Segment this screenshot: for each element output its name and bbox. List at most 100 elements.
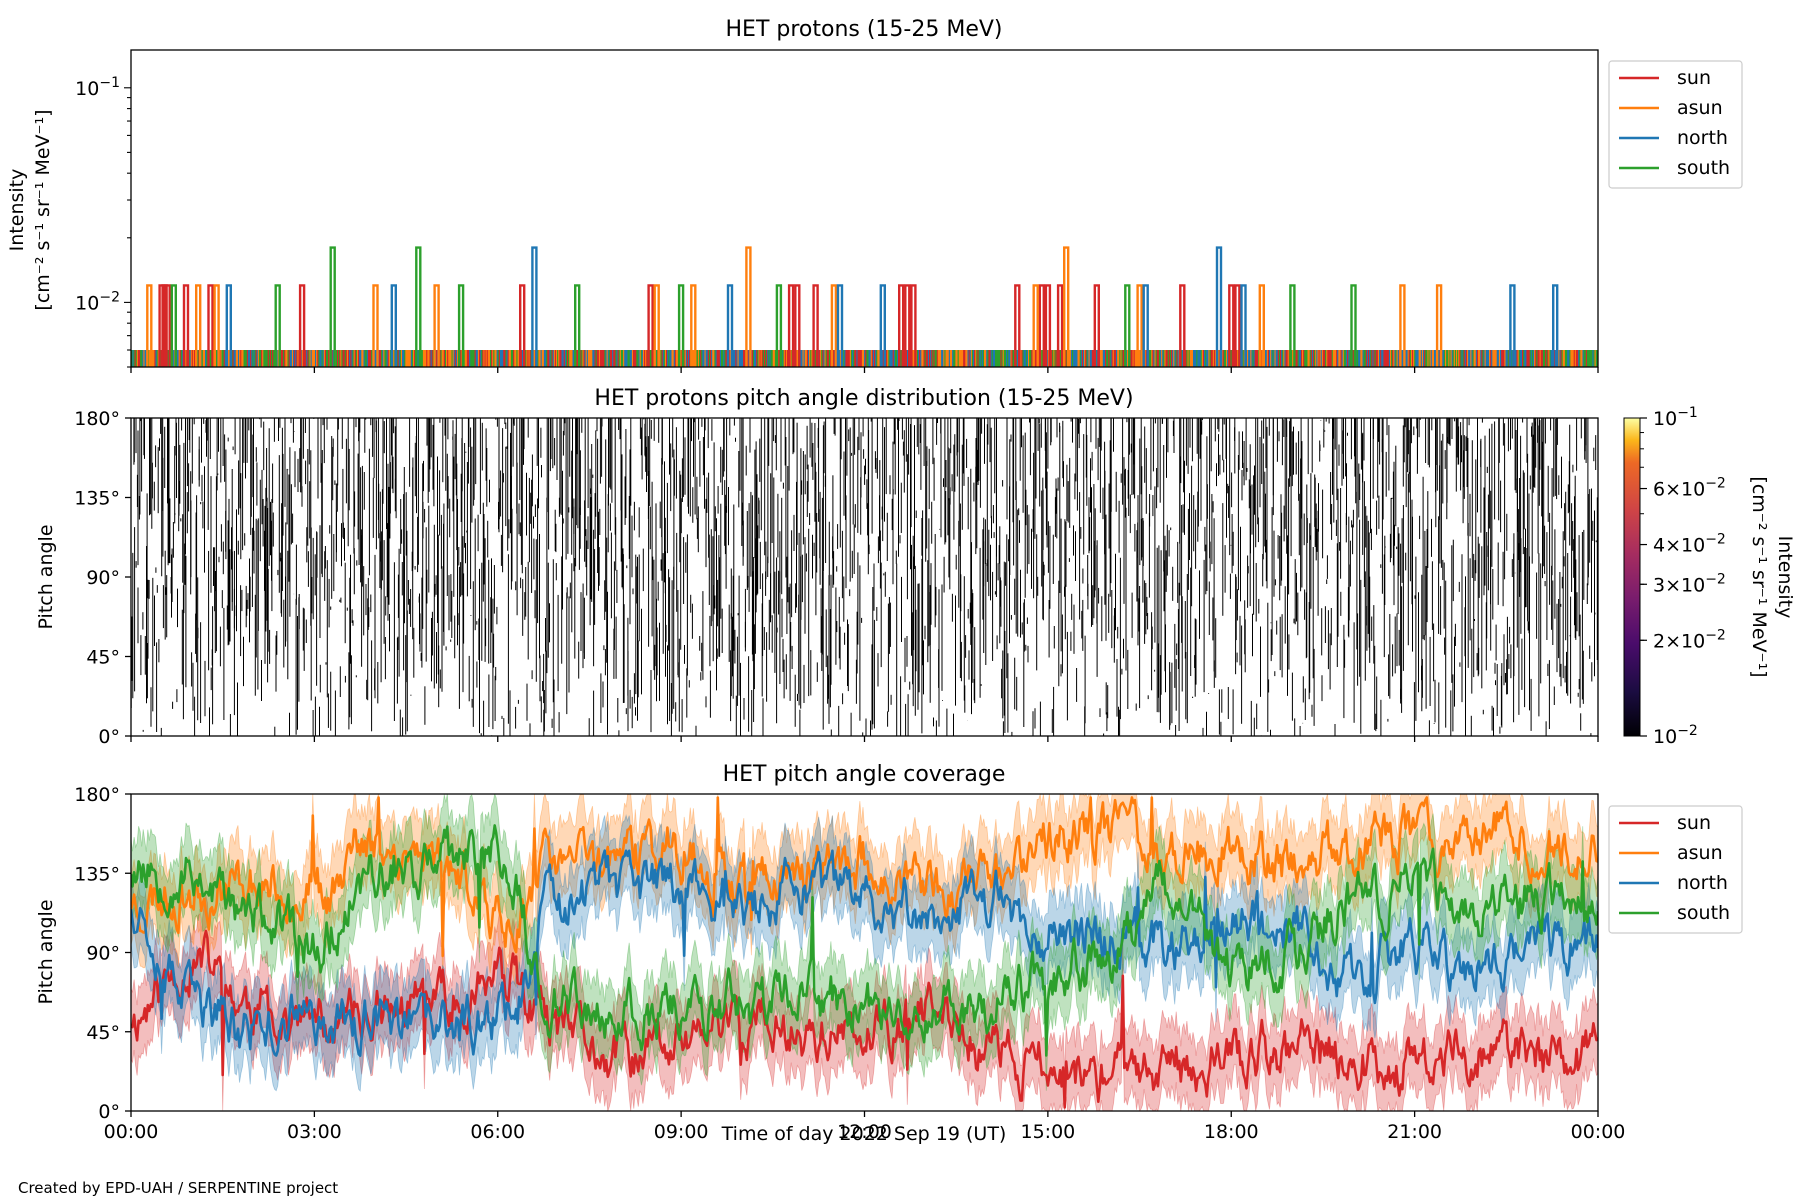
panel1-plot-area bbox=[131, 246, 1598, 367]
spike-sun bbox=[794, 284, 801, 367]
band-sun bbox=[131, 895, 1598, 1111]
legend-label-south: south bbox=[1677, 902, 1730, 924]
colorbar-tick-label: 4×10−2 bbox=[1653, 532, 1726, 557]
spike-asun bbox=[690, 284, 697, 367]
spike-south bbox=[677, 284, 685, 367]
colorbar-label-line2: [cm⁻² s⁻¹ sr⁻¹ MeV⁻¹] bbox=[1748, 476, 1770, 677]
spike-south bbox=[329, 246, 336, 367]
spike-south bbox=[775, 284, 783, 367]
y-tick-label: 135° bbox=[74, 488, 120, 510]
spike-sun bbox=[910, 284, 917, 367]
legend-label-asun: asun bbox=[1677, 97, 1723, 119]
spike-asun bbox=[213, 284, 220, 367]
x-tick-label: 09:00 bbox=[654, 1121, 709, 1143]
legend-label-sun: sun bbox=[1677, 67, 1711, 89]
panel1-ylabel-line1: Intensity bbox=[6, 169, 28, 252]
spike-sun bbox=[787, 284, 795, 367]
spike-sun bbox=[519, 284, 526, 367]
panel3-legend-box bbox=[1608, 805, 1743, 934]
spike-south bbox=[574, 284, 581, 367]
y-tick-label: 10−2 bbox=[75, 289, 120, 314]
spike-asun bbox=[1399, 284, 1406, 367]
spike-asun bbox=[653, 284, 660, 367]
y-tick-label: 180° bbox=[74, 784, 120, 806]
band-south bbox=[131, 794, 1598, 1091]
panel3-title: HET pitch angle coverage bbox=[723, 762, 1006, 787]
spike-south bbox=[415, 246, 422, 367]
panel3-plot-area bbox=[131, 794, 1598, 1111]
spike-asun bbox=[830, 284, 838, 367]
spike-asun bbox=[1063, 246, 1070, 367]
spike-north bbox=[390, 284, 397, 367]
credit-text: Created by EPD-UAH / SERPENTINE project bbox=[18, 1179, 338, 1197]
y-tick-label: 45° bbox=[86, 1022, 120, 1044]
series-south bbox=[170, 246, 1357, 367]
spike-asun bbox=[146, 284, 153, 367]
panel1-title: HET protons (15-25 MeV) bbox=[726, 17, 1003, 42]
legend-label-south: south bbox=[1677, 157, 1730, 179]
spike-asun bbox=[372, 284, 379, 367]
legend-label-north: north bbox=[1677, 872, 1728, 894]
colorbar-ticks: 10−2 2×10−2 3×10−2 4×10−2 6×10−2 10−1 bbox=[1640, 405, 1726, 748]
panel2-x-ticks bbox=[130, 736, 1599, 742]
panel3-x-ticks: 00:00 03:00 06:00 09:00 12:00 15:00 18:00 21:00… bbox=[104, 1111, 1626, 1143]
spike-south bbox=[274, 284, 281, 367]
y-tick-label: 90° bbox=[86, 567, 120, 589]
spike-north bbox=[1240, 284, 1247, 367]
x-tick-label: 00:00 bbox=[1571, 1121, 1626, 1143]
legend-label-asun: asun bbox=[1677, 842, 1723, 864]
spike-asun bbox=[745, 246, 752, 367]
spike-south bbox=[1124, 284, 1131, 367]
x-tick-label: 15:00 bbox=[1020, 1121, 1075, 1143]
spike-north bbox=[726, 284, 734, 367]
panel-pitch-angle-coverage: HET pitch angle coverage 0° 45° 90° 135° 180… bbox=[35, 762, 1743, 1145]
y-tick-label: 0° bbox=[98, 1101, 120, 1123]
spike-north bbox=[879, 284, 886, 367]
spike-south bbox=[457, 284, 465, 367]
y-tick-label: 0° bbox=[98, 726, 120, 748]
spike-sun bbox=[1234, 284, 1241, 367]
spike-north bbox=[1509, 284, 1516, 367]
line-asun bbox=[131, 796, 1598, 958]
legend-label-north: north bbox=[1677, 127, 1728, 149]
spike-sun bbox=[1044, 284, 1052, 367]
colorbar-tick-label: 10−2 bbox=[1653, 723, 1698, 748]
panel-pitch-angle-distribution: HET protons pitch angle distribution (15… bbox=[35, 386, 1796, 748]
intensity-baseline-noise bbox=[131, 350, 1598, 367]
band-north bbox=[131, 814, 1598, 1092]
spike-asun bbox=[1032, 284, 1039, 367]
spike-asun bbox=[1258, 284, 1265, 367]
spike-sun bbox=[1093, 284, 1100, 367]
x-tick-label: 00:00 bbox=[104, 1121, 159, 1143]
series-sun bbox=[158, 284, 1241, 367]
panel3-legend: sun asun north south bbox=[1608, 805, 1743, 934]
panel3-ylabel: Pitch angle bbox=[35, 899, 57, 1004]
colorbar bbox=[1623, 417, 1641, 737]
panel3-y-ticks: 0° 45° 90° 135° 180° bbox=[74, 784, 131, 1123]
panel1-frame bbox=[130, 49, 1599, 368]
panel1-y-ticks: 10−2 10−1 bbox=[75, 75, 131, 368]
y-tick-label: 10−1 bbox=[75, 75, 120, 100]
spike-sun bbox=[182, 284, 190, 367]
panel2-y-ticks: 0° 45° 90° 135° 180° bbox=[74, 408, 131, 748]
legend-label-sun: sun bbox=[1677, 812, 1711, 834]
spike-south bbox=[1289, 284, 1296, 367]
x-axis-label: Time of day 2022 Sep 19 (UT) bbox=[721, 1123, 1007, 1145]
line-north bbox=[131, 849, 1598, 1057]
spike-sun bbox=[1228, 284, 1235, 367]
spike-sun bbox=[898, 284, 905, 367]
colorbar-tick-label: 6×10−2 bbox=[1653, 476, 1726, 501]
spike-north bbox=[1142, 284, 1149, 367]
x-tick-label: 06:00 bbox=[470, 1121, 525, 1143]
spike-south bbox=[170, 284, 177, 367]
x-tick-label: 21:00 bbox=[1387, 1121, 1442, 1143]
panel2-ylabel: Pitch angle bbox=[35, 524, 57, 629]
colorbar-tick-label: 10−1 bbox=[1653, 405, 1698, 430]
y-tick-label: 90° bbox=[86, 943, 120, 965]
spike-sun bbox=[1179, 284, 1186, 367]
spike-sun bbox=[161, 284, 168, 367]
spike-sun bbox=[1014, 284, 1021, 367]
spike-sun bbox=[1038, 284, 1045, 367]
spike-asun bbox=[195, 284, 202, 367]
